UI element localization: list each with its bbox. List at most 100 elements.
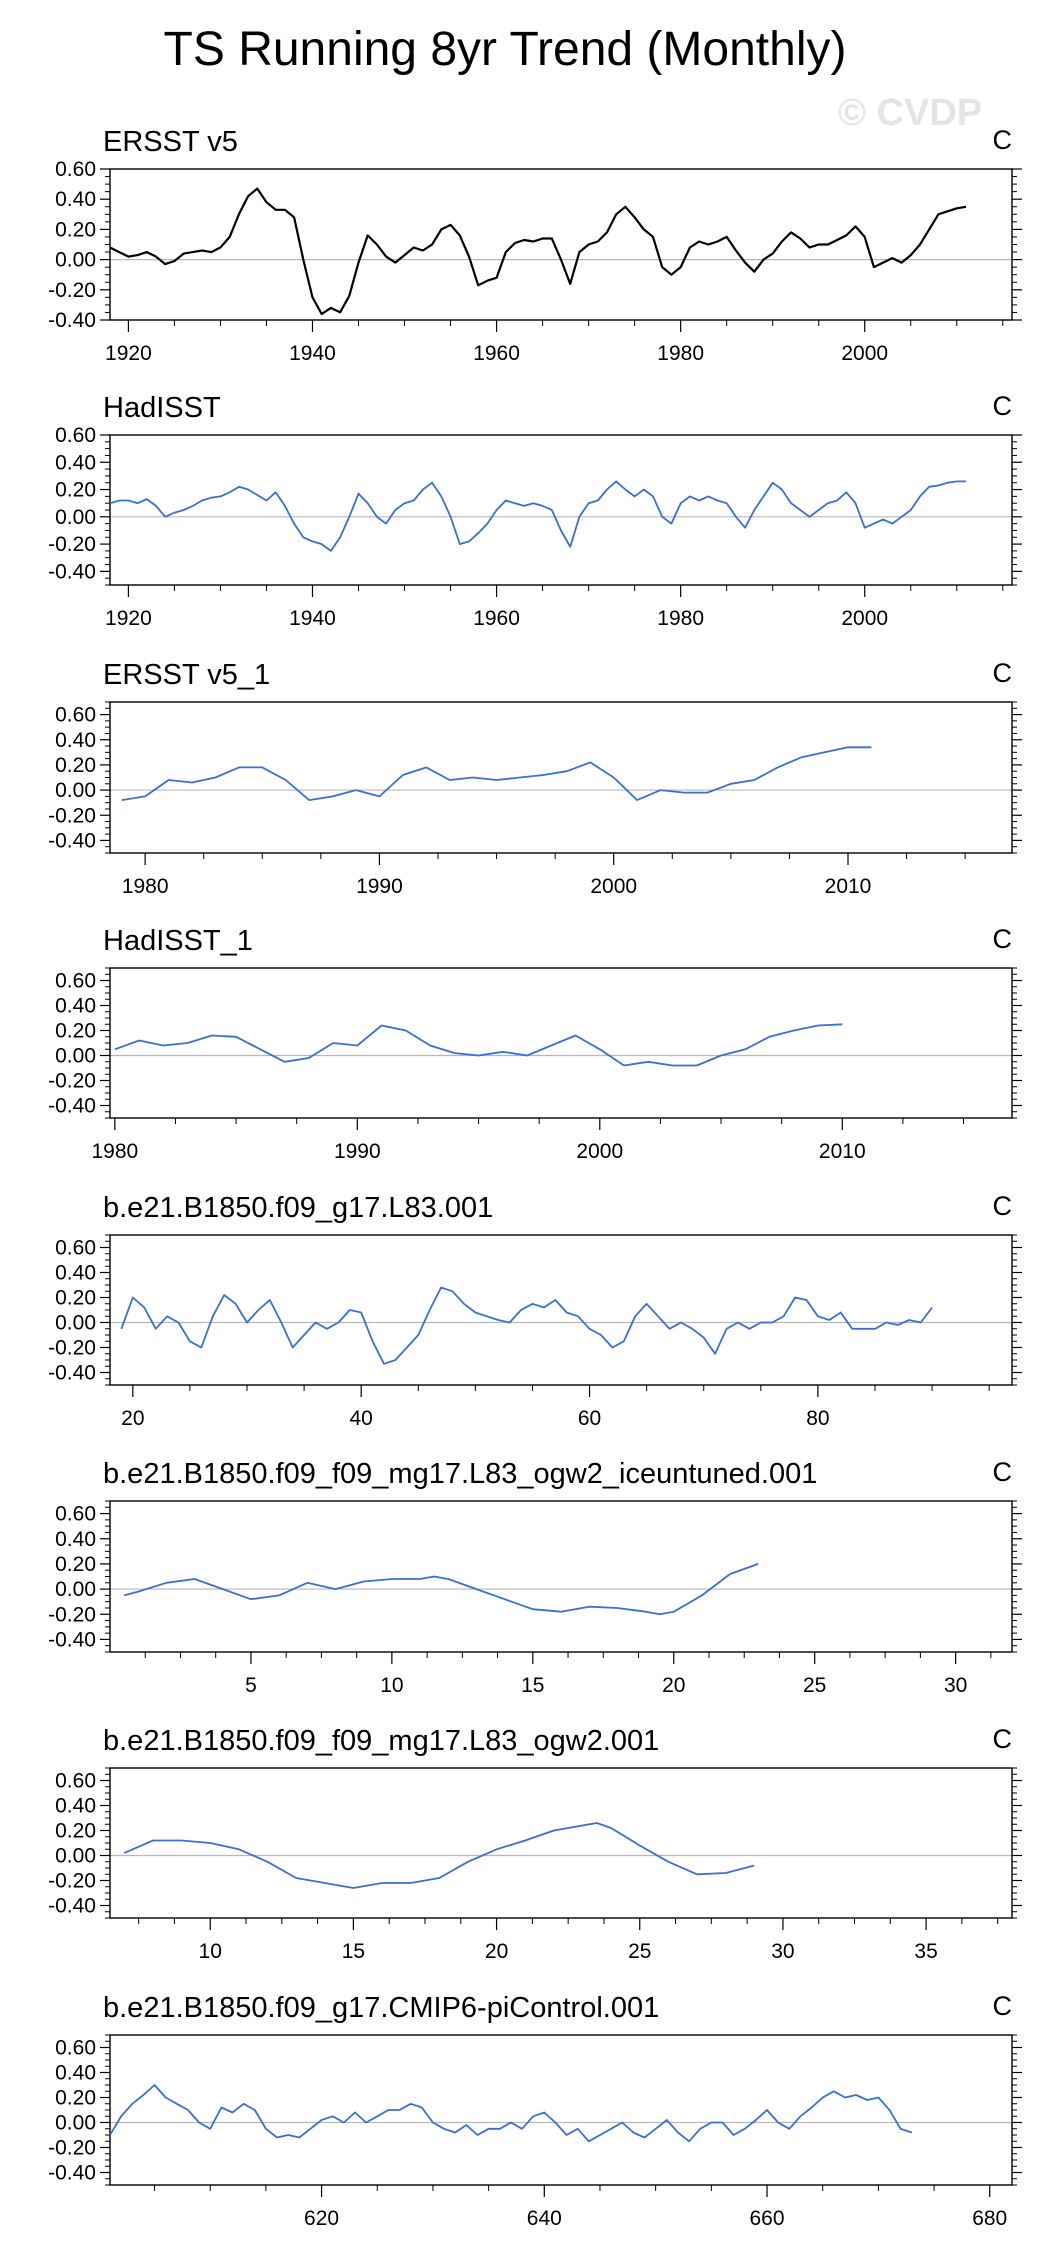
- x-tick-label: 1990: [356, 875, 403, 898]
- y-tick-label: -0.20: [48, 1070, 96, 1093]
- series-line: [120, 1286, 933, 1365]
- x-tick-label: 2000: [841, 607, 888, 630]
- x-tick-label: 620: [304, 2207, 339, 2230]
- y-tick-label: 0.20: [55, 1820, 96, 1843]
- plot-frame: [109, 1767, 1013, 1919]
- x-tick-label: 20: [121, 1407, 144, 1430]
- panel-1: ERSST v5 C -0.40 -0.20 0.00 0.20 0.40 0.60 1920 1…: [48, 125, 1022, 365]
- y-tick-label: -0.20: [48, 804, 96, 827]
- y-tick-label: 0.20: [55, 2087, 96, 2110]
- y-tick-label: 0.00: [55, 2112, 96, 2135]
- y-tick-label: 0.20: [55, 479, 96, 502]
- panel-title: b.e21.B1850.f09_f09_mg17.L83_ogw2_iceunt…: [103, 1458, 817, 1490]
- y-tick-label: 0.00: [55, 1045, 96, 1068]
- x-tick-label: 35: [914, 1940, 937, 1963]
- x-tick-label: 2000: [841, 342, 888, 365]
- x-tick-label: 1980: [657, 607, 704, 630]
- plot-frame: [109, 701, 1013, 854]
- y-tick-label: -0.20: [48, 1870, 96, 1893]
- y-tick-label: 0.60: [55, 1237, 96, 1260]
- x-tick-label: 25: [628, 1940, 651, 1963]
- panel-7: b.e21.B1850.f09_f09_mg17.L83_ogw2.001 C -0…: [48, 1724, 1022, 1963]
- x-tick-label: 10: [380, 1674, 403, 1697]
- panel-4: HadISST_1 C -0.40-0.200.000.200.400.60 1980…: [48, 924, 1022, 1163]
- y-tick-label: -0.40: [48, 1628, 96, 1651]
- x-tick-label: 1960: [473, 342, 520, 365]
- plot-frame: [109, 1500, 1013, 1653]
- series-line: [121, 746, 872, 801]
- y-tick-label: 0.40: [55, 451, 96, 474]
- x-tick-label: 60: [578, 1407, 601, 1430]
- y-tick-label: -0.20: [48, 2137, 96, 2160]
- series-line: [114, 1023, 843, 1067]
- panel-5: b.e21.B1850.f09_g17.L83.001 C-0.40-0.200.…: [48, 1191, 1022, 1430]
- panel-title: HadISST_1: [103, 925, 253, 957]
- units-label: C: [993, 924, 1013, 954]
- x-tick-label: 1980: [122, 875, 169, 898]
- series-line: [123, 1822, 755, 1889]
- y-tick-label: -0.40: [48, 560, 96, 583]
- x-tick-label: 1980: [91, 1140, 138, 1163]
- y-tick-label: -0.40: [48, 2162, 96, 2185]
- units-label: C: [993, 658, 1013, 688]
- x-tick-label: 1940: [289, 607, 336, 630]
- y-tick-label: 0.20: [55, 1553, 96, 1576]
- units-label: C: [993, 1991, 1013, 2021]
- panel-title: ERSST v5: [103, 126, 238, 158]
- x-tick-label: 2010: [819, 1140, 866, 1163]
- y-tick-label: 0.00: [55, 506, 96, 529]
- y-tick-label: 0.40: [55, 1262, 96, 1285]
- y-tick-label: 0.60: [55, 1503, 96, 1526]
- x-tick-label: 2000: [576, 1140, 623, 1163]
- x-tick-label: 1990: [334, 1140, 381, 1163]
- x-tick-label: 1980: [657, 342, 704, 365]
- x-tick-label: 1940: [289, 342, 336, 365]
- x-tick-label: 640: [527, 2207, 562, 2230]
- y-tick-label: 0.60: [55, 2037, 96, 2060]
- units-label: C: [993, 391, 1013, 421]
- x-tick-label: 20: [485, 1940, 508, 1963]
- x-tick-label: 15: [521, 1674, 544, 1697]
- y-tick-label: 0.40: [55, 2062, 96, 2085]
- y-tick-label: 0.00: [55, 1312, 96, 1335]
- y-tick-label: 0.40: [55, 188, 96, 211]
- x-tick-label: 80: [806, 1407, 829, 1430]
- panel-8: b.e21.B1850.f09_g17.CMIP6-piControl.001 C…: [48, 1991, 1022, 2230]
- x-tick-label: 1960: [473, 607, 520, 630]
- series-line: [109, 2084, 913, 2143]
- y-tick-label: 0.60: [55, 424, 96, 447]
- series-line: [109, 480, 966, 552]
- y-tick-label: -0.40: [48, 1362, 96, 1385]
- y-tick-label: -0.20: [48, 1337, 96, 1360]
- y-tick-label: 0.00: [55, 249, 96, 272]
- panel-2: HadISST C -0.40 -0.20 0.00 0.20 0.40 0.60 1920 19…: [48, 391, 1022, 630]
- units-label: C: [993, 125, 1013, 155]
- x-tick-label: 20: [662, 1674, 685, 1697]
- panel-title: b.e21.B1850.f09_g17.L83.001: [103, 1192, 493, 1224]
- y-tick-label: -0.40: [48, 1895, 96, 1918]
- y-tick-label: 0.60: [55, 704, 96, 727]
- y-tick-label: 0.00: [55, 1578, 96, 1601]
- units-label: C: [993, 1724, 1013, 1754]
- y-tick-label: 0.60: [55, 970, 96, 993]
- y-tick-label: -0.40: [48, 829, 96, 852]
- y-tick-label: 0.40: [55, 1795, 96, 1818]
- panel-6: b.e21.B1850.f09_f09_mg17.L83_ogw2_iceunt…: [48, 1457, 1022, 1697]
- y-tick-label: 0.60: [55, 1770, 96, 1793]
- y-tick-label: 0.00: [55, 1845, 96, 1868]
- plot-frame: [109, 434, 1013, 586]
- cvdp-watermark: © CVDP: [838, 92, 983, 134]
- panel-title: b.e21.B1850.f09_f09_mg17.L83_ogw2.001: [103, 1725, 659, 1757]
- y-tick-label: 0.40: [55, 995, 96, 1018]
- panel-title: HadISST: [103, 392, 221, 424]
- units-label: C: [993, 1191, 1013, 1221]
- y-tick-label: 0.60: [55, 158, 96, 181]
- x-tick-label: 680: [972, 2207, 1007, 2230]
- panel-3: ERSST v5_1 C -0.40-0.200.000.200.400.60 198…: [48, 658, 1022, 898]
- figure-title: TS Running 8yr Trend (Monthly): [163, 23, 847, 76]
- x-tick-label: 2010: [825, 875, 872, 898]
- y-tick-label: -0.20: [48, 279, 96, 302]
- x-tick-label: 40: [350, 1407, 373, 1430]
- y-tick-label: -0.20: [48, 1603, 96, 1626]
